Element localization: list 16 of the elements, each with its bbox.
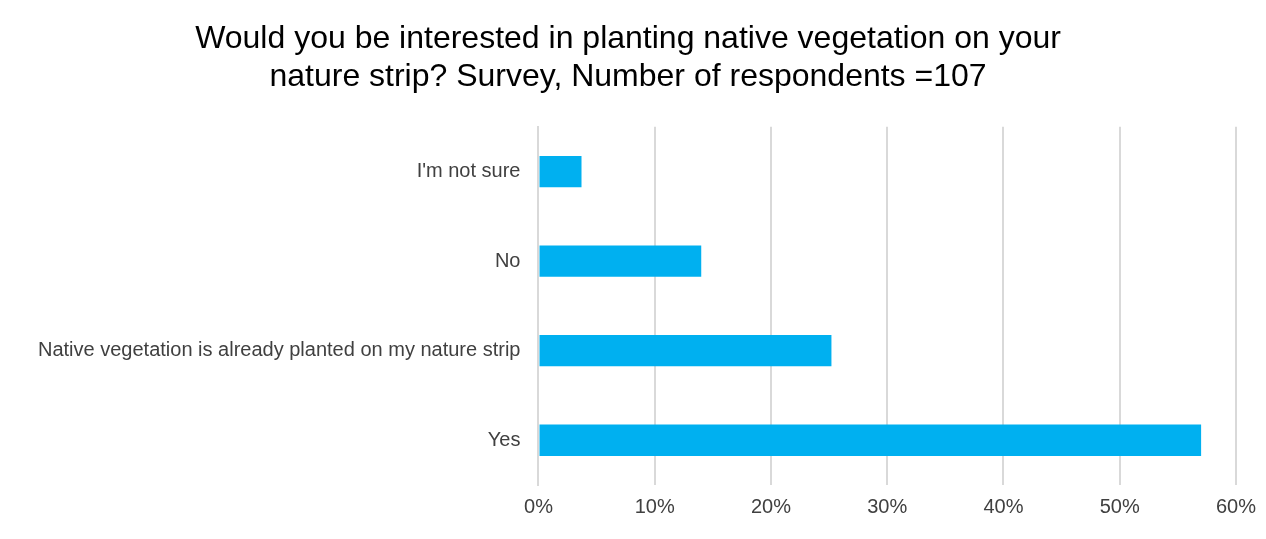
x-tick-label: 0%: [524, 494, 554, 517]
x-tick-label: 40%: [983, 494, 1024, 517]
y-tick-label: I'm not sure: [416, 159, 521, 182]
bar: [539, 155, 582, 188]
bar: [539, 245, 702, 277]
y-tick-label: No: [494, 248, 521, 271]
bar: [539, 424, 1202, 456]
x-tick-label: 10%: [634, 494, 675, 517]
x-tick-label: 30%: [867, 494, 908, 517]
x-tick-label: 60%: [1215, 494, 1257, 517]
y-tick-label: Yes: [487, 427, 521, 450]
x-tick-label: 50%: [1099, 494, 1140, 517]
bar: [539, 335, 832, 367]
chart-title: Would you be interested in planting native vegetation on your nature strip? Survey, Number of respondents =107: [195, 19, 1062, 94]
x-tick-label: 20%: [750, 494, 792, 517]
y-tick-label: Native vegetation is already planted on my nature strip: [37, 338, 521, 361]
